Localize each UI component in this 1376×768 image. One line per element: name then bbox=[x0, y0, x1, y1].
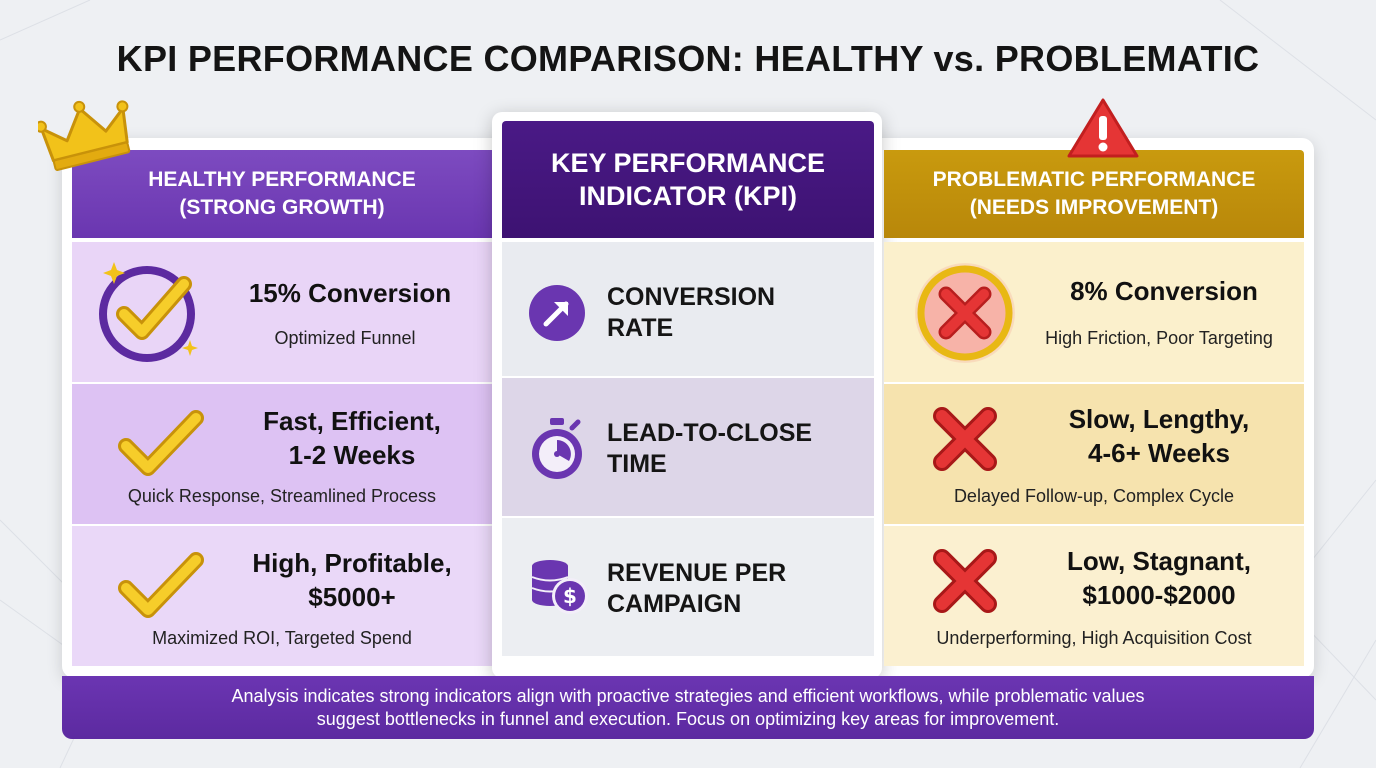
problematic-header: PROBLEMATIC PERFORMANCE (NEEDS IMPROVEME… bbox=[884, 150, 1304, 238]
kpi-header: KEY PERFORMANCE INDICATOR (KPI) bbox=[502, 121, 874, 238]
coins-dollar-icon: $ bbox=[531, 560, 588, 614]
checkmark-icon bbox=[118, 552, 204, 618]
problematic-header-line2: (NEEDS IMPROVEMENT) bbox=[969, 196, 1219, 219]
healthy-header-line1: HEALTHY PERFORMANCE bbox=[148, 168, 416, 191]
problematic-revenue-value-line1: Low, Stagnant, bbox=[1067, 546, 1251, 576]
kpi-header-line2: INDICATOR (KPI) bbox=[579, 180, 797, 211]
healthy-conversion-note: Optimized Funnel bbox=[274, 328, 416, 348]
kpi-row-revenue: $ REVENUE PER CAMPAIGN bbox=[502, 518, 874, 656]
cross-icon bbox=[933, 407, 997, 471]
footer-line1: Analysis indicates strong indicators ali… bbox=[231, 685, 1145, 706]
kpi-conversion-line2: RATE bbox=[607, 314, 674, 342]
problematic-revenue-note: Underperforming, High Acquisition Cost bbox=[936, 628, 1252, 648]
page-title: KPI PERFORMANCE COMPARISON: HEALTHY vs. … bbox=[116, 38, 1260, 79]
footer-summary: Analysis indicates strong indicators ali… bbox=[62, 676, 1314, 739]
healthy-revenue-value-line2: $5000+ bbox=[308, 582, 396, 612]
kpi-row-lead-time: LEAD-TO-CLOSE TIME bbox=[502, 378, 874, 516]
warning-icon bbox=[1067, 98, 1139, 158]
crown-icon bbox=[38, 100, 131, 171]
healthy-row-lead-time: Fast, Efficient, 1-2 Weeks Quick Respons… bbox=[72, 384, 492, 524]
healthy-row-conversion: 15% Conversion Optimized Funnel bbox=[72, 242, 492, 382]
checkmark-circle-icon bbox=[99, 262, 198, 362]
healthy-lead-time-value-line1: Fast, Efficient, bbox=[263, 406, 441, 436]
problematic-conversion-note: High Friction, Poor Targeting bbox=[1045, 328, 1273, 348]
problematic-lead-time-note: Delayed Follow-up, Complex Cycle bbox=[953, 486, 1235, 506]
healthy-revenue-note: Maximized ROI, Targeted Spend bbox=[152, 628, 412, 648]
kpi-conversion-line1: CONVERSION bbox=[607, 283, 776, 311]
problematic-row-conversion: 8% Conversion High Friction, Poor Target… bbox=[884, 242, 1304, 382]
kpi-revenue-line1: REVENUE PER bbox=[607, 559, 787, 587]
healthy-conversion-value: 15% Conversion bbox=[248, 278, 452, 308]
kpi-revenue-line2: CAMPAIGN bbox=[607, 590, 742, 618]
problematic-lead-time-value-line1: Slow, Lengthy, bbox=[1068, 404, 1250, 434]
kpi-lead-time-line2: TIME bbox=[607, 450, 667, 478]
problematic-row-revenue: Low, Stagnant, $1000-$2000 Underperformi… bbox=[884, 526, 1304, 666]
healthy-column: HEALTHY PERFORMANCE (STRONG GROWTH) 15% … bbox=[72, 150, 492, 666]
healthy-header: HEALTHY PERFORMANCE (STRONG GROWTH) bbox=[72, 150, 492, 238]
cross-circle-icon bbox=[915, 263, 1015, 363]
problematic-conversion-value: 8% Conversion bbox=[1070, 276, 1258, 306]
problematic-column: PROBLEMATIC PERFORMANCE (NEEDS IMPROVEME… bbox=[884, 150, 1304, 666]
checkmark-icon bbox=[118, 410, 204, 476]
arrow-up-right-icon bbox=[529, 285, 585, 341]
kpi-lead-time-line1: LEAD-TO-CLOSE bbox=[607, 419, 813, 447]
healthy-row-revenue: High, Profitable, $5000+ Maximized ROI, … bbox=[72, 526, 492, 666]
kpi-header-line1: KEY PERFORMANCE bbox=[550, 147, 826, 178]
healthy-lead-time-value-line2: 1-2 Weeks bbox=[288, 440, 416, 470]
problematic-row-lead-time: Slow, Lengthy, 4-6+ Weeks Delayed Follow… bbox=[884, 384, 1304, 524]
footer-line2: suggest bottlenecks in funnel and execut… bbox=[316, 708, 1060, 729]
healthy-revenue-value-line1: High, Profitable, bbox=[252, 548, 452, 578]
svg-text:$: $ bbox=[563, 584, 577, 608]
healthy-lead-time-note: Quick Response, Streamlined Process bbox=[127, 486, 437, 506]
problematic-revenue-value-line2: $1000-$2000 bbox=[1082, 580, 1236, 610]
stopwatch-icon bbox=[532, 418, 582, 479]
healthy-header-line2: (STRONG GROWTH) bbox=[179, 196, 385, 219]
problematic-lead-time-value-line2: 4-6+ Weeks bbox=[1088, 438, 1230, 468]
cross-icon bbox=[933, 549, 997, 613]
kpi-column: KEY PERFORMANCE INDICATOR (KPI) CONVERSI… bbox=[492, 112, 882, 678]
kpi-row-conversion: CONVERSION RATE bbox=[502, 242, 874, 376]
problematic-header-line1: PROBLEMATIC PERFORMANCE bbox=[932, 168, 1256, 191]
